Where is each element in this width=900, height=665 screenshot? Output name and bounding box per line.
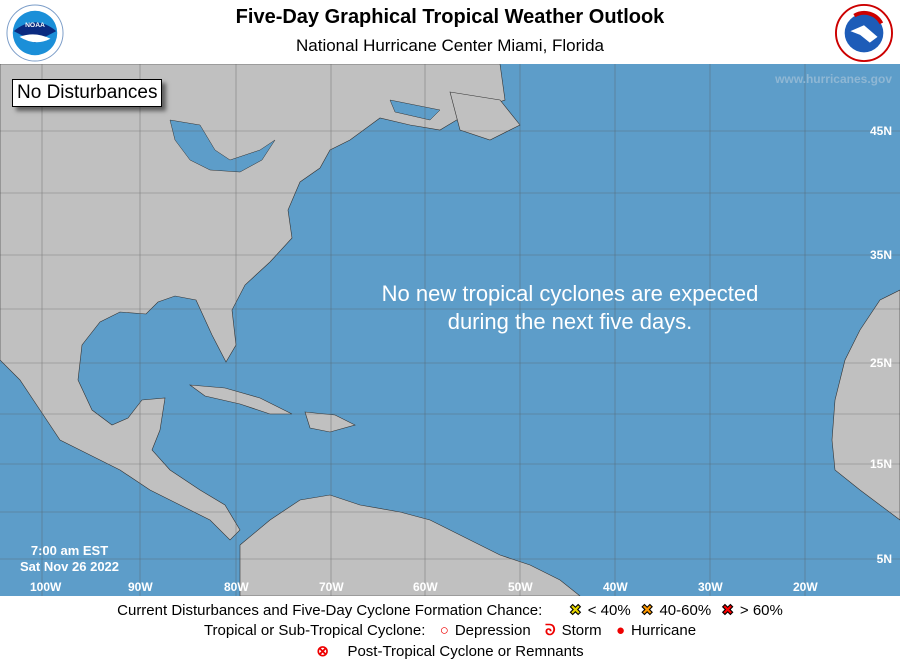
lon-label: 20W [793,580,818,594]
svg-text:NOAA: NOAA [25,22,45,29]
storm-icon: ᘐ [545,622,556,639]
post-tropical-icon: ⊗ [316,643,329,660]
lat-label: 15N [869,457,892,471]
legend-row-cyclone: Tropical or Sub-Tropical Cyclone: ○ Depre… [0,622,900,639]
newfoundland-land [449,91,521,141]
date-label: Sat Nov 26 2022 [20,559,120,574]
issue-time: 7:00 am EST Sat Nov 26 2022 [20,543,119,575]
message-line-1: No new tropical cyclones are expected [381,281,759,306]
low-chance-x-icon: ✖ [569,602,582,620]
lat-label: 45N [869,124,892,138]
africa-land [831,289,900,521]
nws-logo-icon [835,4,893,62]
mid-chance-label: 40-60% [659,602,712,619]
low-chance-label: < 40% [587,602,631,619]
cyclone-label: Tropical or Sub-Tropical Cyclone: [203,622,426,639]
depression-label: Depression [454,622,531,639]
lon-label: 70W [319,580,344,594]
mid-chance-x-icon: ✖ [640,602,654,620]
lon-label: 50W [508,580,533,594]
lon-label: 60W [413,580,438,594]
lat-label: 25N [869,356,892,370]
lon-label: 100W [30,580,62,594]
page-subtitle: National Hurricane Center Miami, Florida [295,36,604,55]
high-chance-label: > 60% [739,602,783,619]
lat-label: 35N [869,248,892,262]
website-label[interactable]: www.hurricanes.gov [775,72,892,86]
hispaniola-land [304,411,356,433]
south-america-land [239,494,581,596]
lon-label: 80W [224,580,249,594]
storm-label: Storm [561,622,602,639]
depression-icon: ○ [439,622,449,639]
gulf-of-st-lawrence [389,99,441,121]
high-chance-x-icon: ✖ [721,602,734,620]
legend-row-post-tropical: ⊗ Post-Tropical Cyclone or Remnants [0,642,900,660]
message-line-2: during the next five days. [447,309,693,334]
legend-row-formation: Current Disturbances and Five-Day Cyclon… [0,601,900,620]
lat-label: 5N [876,552,892,566]
great-lakes [169,119,276,173]
no-disturbances-badge: No Disturbances [12,79,163,107]
lon-label: 40W [603,580,628,594]
page-title: Five-Day Graphical Tropical Weather Outl… [235,6,665,28]
time-label: 7:00 am EST [30,543,109,558]
lon-label: 30W [698,580,723,594]
hurricane-label: Hurricane [631,622,697,639]
post-tropical-label: Post-Tropical Cyclone or Remnants [347,643,584,660]
hurricane-icon: ● [615,622,626,639]
outlook-message: No new tropical cyclones are expected dur… [330,280,810,336]
outlook-map [0,64,900,596]
lon-label: 90W [128,580,153,594]
noaa-logo-icon: NOAA [6,4,64,62]
formation-label: Current Disturbances and Five-Day Cyclon… [117,602,543,619]
north-america-land [0,64,506,541]
